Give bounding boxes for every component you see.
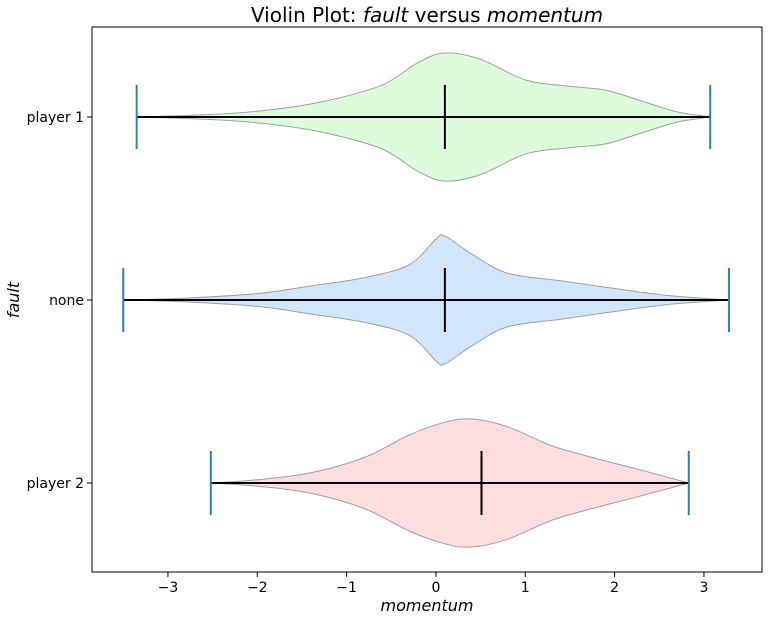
violins-layer: [122, 52, 730, 548]
y-tick-label: none: [49, 293, 84, 309]
x-tick-label: −3: [158, 580, 179, 596]
x-tick-label: 1: [521, 580, 530, 596]
x-axis-label: momentum: [381, 596, 474, 615]
y-axis-ticks: player 1 none player 2: [27, 110, 92, 492]
x-axis-ticks: −3 −2 −1 0 1 2 3: [158, 572, 708, 596]
x-tick-label: 3: [699, 580, 708, 596]
y-tick-label: player 1: [27, 110, 84, 126]
x-tick-label: 0: [431, 580, 440, 596]
x-tick-label: −1: [336, 580, 357, 596]
x-tick-label: −2: [247, 580, 268, 596]
y-tick-label: player 2: [27, 476, 84, 492]
x-tick-label: 2: [610, 580, 619, 596]
y-axis-label: fault: [4, 281, 23, 318]
chart-title: Violin Plot: fault versus momentum: [251, 3, 603, 27]
